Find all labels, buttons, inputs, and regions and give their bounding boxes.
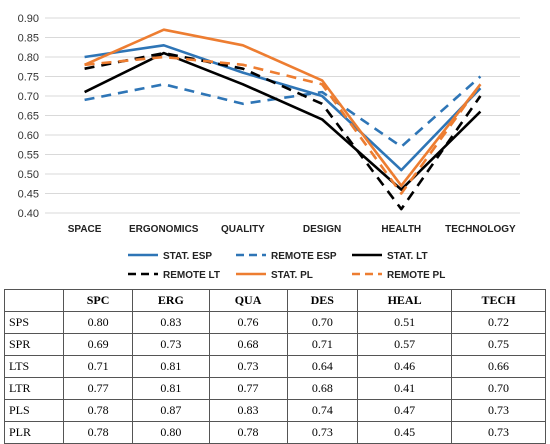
table-cell: 0.57 — [357, 333, 453, 356]
series-line — [84, 51, 482, 191]
y-tick-label: 0.75 — [18, 72, 39, 84]
table-header-cell: QUA — [208, 289, 288, 312]
table-cell: 0.87 — [132, 399, 210, 422]
legend-label: STAT. LT — [387, 251, 428, 262]
row-label: PLR — [4, 421, 64, 444]
table-cell: 0.81 — [132, 355, 210, 378]
table-cell: 0.51 — [357, 311, 453, 334]
series-line — [84, 55, 482, 195]
table-header-cell: DES — [286, 289, 359, 312]
table-cell: 0.64 — [286, 355, 359, 378]
table-cell: 0.73 — [286, 421, 359, 444]
y-tick-label: 0.85 — [18, 33, 39, 45]
table-header-cell: TECH — [451, 289, 546, 312]
y-tick-label: 0.50 — [18, 169, 39, 181]
x-category-label: SPACE — [68, 224, 102, 235]
table-cell: 0.81 — [132, 377, 210, 400]
table-cell: 0.71 — [62, 355, 134, 378]
series-lines — [84, 28, 482, 211]
x-category-label: ERGONOMICS — [129, 224, 199, 235]
y-tick-label: 0.90 — [18, 13, 39, 25]
table-cell: 0.74 — [286, 399, 359, 422]
table-cell: 0.80 — [62, 311, 134, 334]
legend-label: REMOTE LT — [163, 270, 220, 281]
table-cell: 0.73 — [451, 399, 546, 422]
table-cell: 0.45 — [357, 421, 453, 444]
legend-label: REMOTE PL — [387, 270, 445, 281]
y-tick-label: 0.55 — [18, 150, 39, 162]
table-cell: 0.78 — [208, 421, 288, 444]
table-row: PLR 0.78 0.80 0.78 0.73 0.45 0.73 — [4, 421, 546, 444]
line-chart: 0.40 0.45 0.50 0.55 0.60 0.65 0.70 0.75 0.80 0.85… — [18, 13, 520, 281]
legend: STAT. ESP REMOTE ESP STAT. LT REMOTE LT STAT… — [128, 251, 445, 281]
table-cell: 0.69 — [62, 333, 134, 356]
row-label: LTR — [4, 377, 64, 400]
table-cell: 0.75 — [451, 333, 546, 356]
table-cell: 0.76 — [208, 311, 288, 334]
table-row: LTR 0.77 0.81 0.77 0.68 0.41 0.70 — [4, 377, 546, 400]
table-header-cell — [4, 289, 64, 312]
table-row: PLS 0.78 0.87 0.83 0.74 0.47 0.73 — [4, 399, 546, 422]
table-cell: 0.77 — [62, 377, 134, 400]
table-header-cell: ERG — [132, 289, 210, 312]
table-cell: 0.78 — [62, 421, 134, 444]
table-cell: 0.73 — [208, 355, 288, 378]
table-cell: 0.66 — [451, 355, 546, 378]
table-cell: 0.71 — [286, 333, 359, 356]
legend-label: STAT. ESP — [163, 251, 212, 262]
data-table: SPC ERG QUA DES HEAL TECH SPS 0.80 0.83 0.7… — [4, 289, 546, 444]
x-category-label: QUALITY — [221, 224, 265, 235]
series-line — [84, 28, 482, 187]
table-cell: 0.78 — [62, 399, 134, 422]
x-axis-categories: SPACE ERGONOMICS QUALITY DESIGN HEALTH TECHNO… — [68, 224, 516, 235]
table-cell: 0.73 — [451, 421, 546, 444]
y-tick-label: 0.65 — [18, 111, 39, 123]
table-cell: 0.72 — [451, 311, 546, 334]
table-cell: 0.68 — [286, 377, 359, 400]
table-header-cell: HEAL — [357, 289, 453, 312]
y-tick-label: 0.80 — [18, 52, 39, 64]
table-cell: 0.73 — [132, 333, 210, 356]
table-cell: 0.70 — [286, 311, 359, 334]
table-cell: 0.80 — [132, 421, 210, 444]
y-tick-label: 0.70 — [18, 91, 39, 103]
x-category-label: HEALTH — [381, 224, 421, 235]
table-header-row: SPC ERG QUA DES HEAL TECH — [4, 289, 546, 312]
legend-label: REMOTE ESP — [271, 251, 337, 262]
table-cell: 0.83 — [208, 399, 288, 422]
y-tick-label: 0.40 — [18, 208, 39, 220]
y-tick-label: 0.45 — [18, 189, 39, 201]
table-header-cell: SPC — [62, 289, 134, 312]
table-row: SPR 0.69 0.73 0.68 0.71 0.57 0.75 — [4, 333, 546, 356]
table-cell: 0.41 — [357, 377, 453, 400]
row-label: SPR — [4, 333, 64, 356]
row-label: SPS — [4, 311, 64, 334]
series-line — [84, 43, 482, 172]
table-cell: 0.77 — [208, 377, 288, 400]
series-line — [84, 51, 482, 211]
table-row: LTS 0.71 0.81 0.73 0.64 0.46 0.66 — [4, 355, 546, 378]
table-cell: 0.83 — [132, 311, 210, 334]
y-tick-label: 0.60 — [18, 130, 39, 142]
table-cell: 0.68 — [208, 333, 288, 356]
y-axis-ticks: 0.40 0.45 0.50 0.55 0.60 0.65 0.70 0.75 0.80 0.85… — [18, 13, 39, 220]
row-label: PLS — [4, 399, 64, 422]
table-cell: 0.70 — [451, 377, 546, 400]
table-row: SPS 0.80 0.83 0.76 0.70 0.51 0.72 — [4, 311, 546, 334]
legend-label: STAT. PL — [271, 270, 313, 281]
x-category-label: DESIGN — [303, 224, 341, 235]
row-label: LTS — [4, 355, 64, 378]
table-cell: 0.47 — [357, 399, 453, 422]
x-category-label: TECHNOLOGY — [445, 224, 516, 235]
table-cell: 0.46 — [357, 355, 453, 378]
grid — [45, 17, 520, 214]
